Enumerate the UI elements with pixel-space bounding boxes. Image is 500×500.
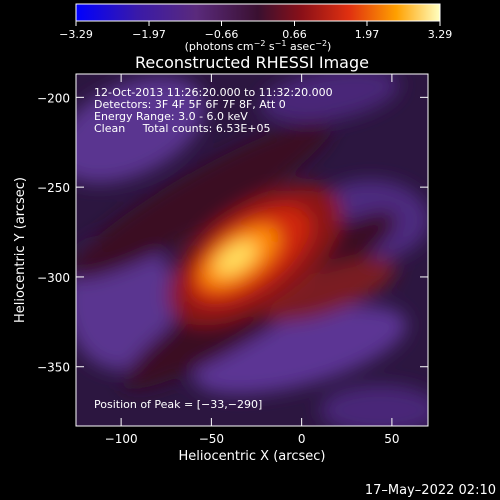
- colorbar: [75, 3, 441, 22]
- x-axis-label: Heliocentric X (arcsec): [179, 449, 326, 464]
- colorbar-unit-label: (photons cm−2 s−1 asec−2): [185, 39, 332, 53]
- colorbar-ticks: −3.29 −1.97 −0.66 0.66 1.97 3.29: [59, 21, 452, 41]
- x-axis-ticks: −100 −50 0 50: [105, 74, 400, 446]
- annotation-time: 12-Oct-2013 11:26:20.000 to 11:32:20.000: [94, 86, 333, 99]
- colorbar-tick-label: −3.29: [59, 28, 93, 41]
- annotation-detectors: Detectors: 3F 4F 5F 6F 7F 8F, Att 0: [94, 98, 286, 111]
- y-tick-label: −350: [37, 361, 70, 375]
- y-axis-label: Heliocentric Y (arcsec): [13, 177, 28, 323]
- y-tick-label: −300: [37, 271, 70, 285]
- chart-title: Reconstructed RHESSI Image: [135, 53, 369, 72]
- colorbar-tick-label: 1.97: [355, 28, 380, 41]
- image-annotations: 12-Oct-2013 11:26:20.000 to 11:32:20.000…: [94, 86, 333, 411]
- footer-date: 17–May–2022 02:10: [365, 483, 496, 498]
- annotation-energy: Energy Range: 3.0 - 6.0 keV: [94, 110, 248, 123]
- annotation-counts: Clean Total counts: 6.53E+05: [94, 122, 271, 135]
- colorbar-tick-label: −0.66: [205, 28, 239, 41]
- colorbar-tick-label: 0.66: [282, 28, 307, 41]
- colorbar-tick-label: 3.29: [428, 28, 453, 41]
- x-tick-label: −100: [105, 432, 138, 446]
- peak-position-label: Position of Peak = [−33,−290]: [94, 398, 262, 411]
- y-tick-label: −250: [37, 181, 70, 195]
- heatmap-image: [76, 74, 428, 426]
- x-tick-label: 0: [298, 432, 306, 446]
- y-tick-label: −200: [37, 91, 70, 105]
- x-tick-label: −50: [199, 432, 224, 446]
- x-tick-label: 50: [384, 432, 399, 446]
- colorbar-tick-label: −1.97: [132, 28, 166, 41]
- plot-frame: [75, 73, 429, 427]
- y-axis-ticks: −200 −250 −300 −350: [37, 91, 428, 375]
